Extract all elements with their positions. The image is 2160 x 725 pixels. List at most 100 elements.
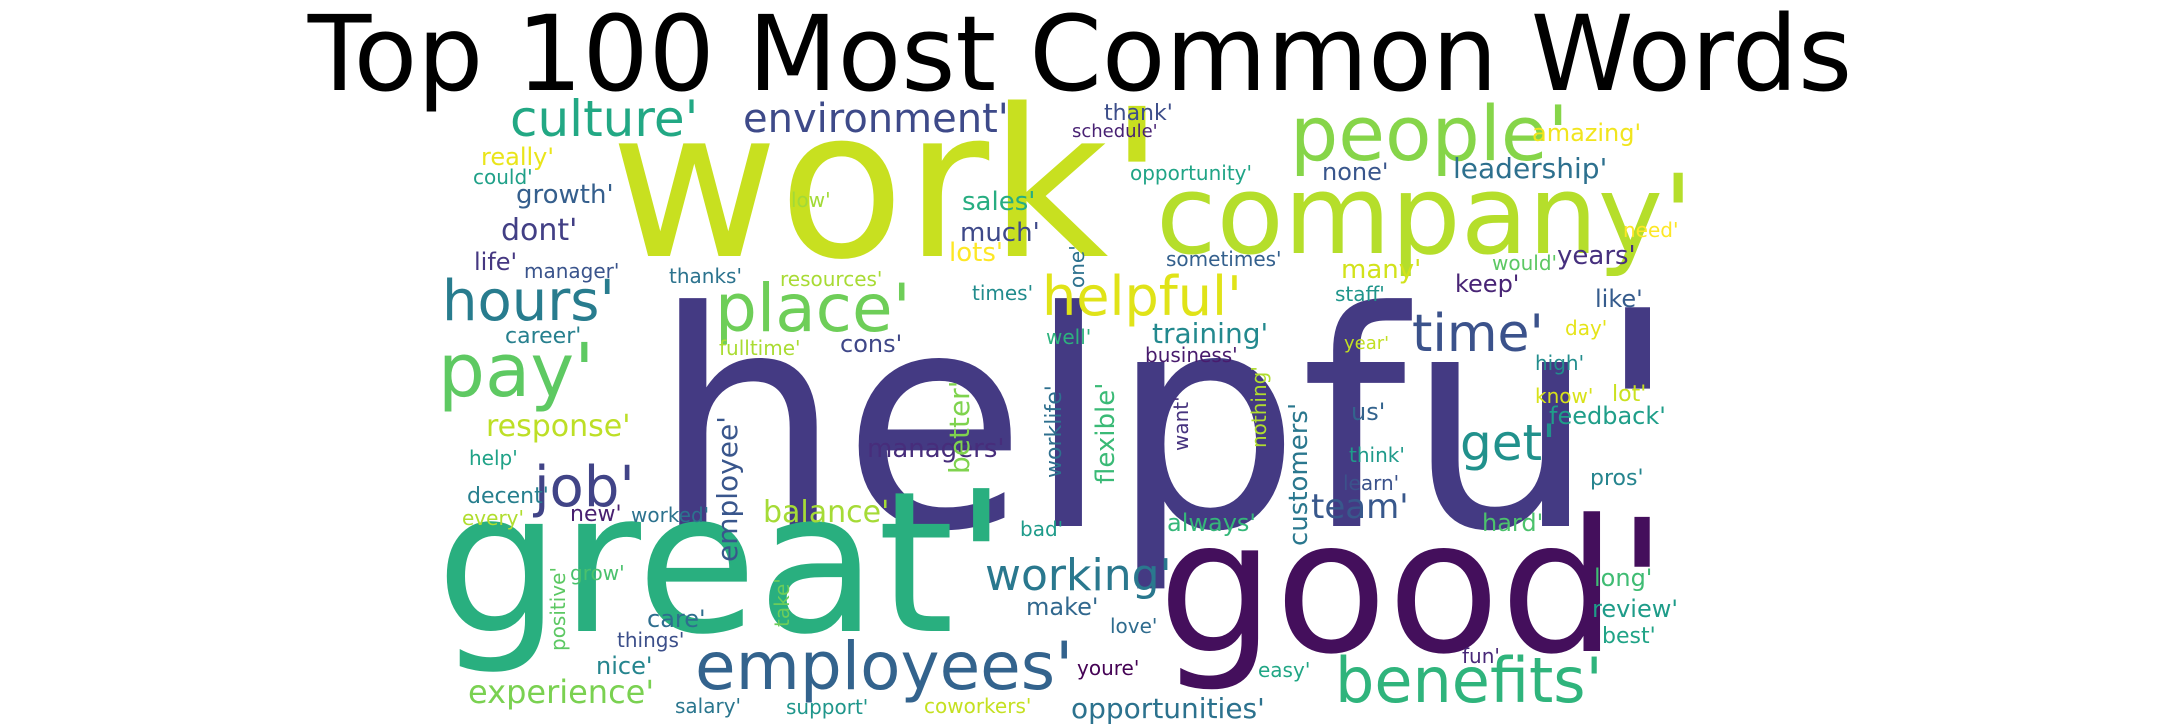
word-fun: fun' (1462, 644, 1500, 668)
word-much: much' (960, 218, 1040, 248)
word-care: care' (647, 605, 706, 633)
word-career: career' (505, 324, 582, 349)
word-know: know' (1535, 384, 1594, 408)
word-culture: culture' (510, 90, 699, 148)
word-need: need' (1623, 218, 1679, 242)
word-sometimes: sometimes' (1166, 247, 1282, 271)
word-times: times' (972, 281, 1034, 305)
word-good: good' (1158, 481, 1668, 695)
word-us: us' (1351, 398, 1386, 426)
word-staff: staff' (1335, 282, 1385, 306)
word-every: every' (462, 506, 525, 530)
word-take: take' (770, 578, 794, 627)
word-pros: pros' (1590, 466, 1644, 491)
word-thanks: thanks' (669, 264, 742, 288)
word-cloud: helpfu' work' great' good' company' people' be… (436, 82, 1705, 725)
word-think: think' (1349, 443, 1405, 467)
word-thank: thank' (1104, 101, 1173, 126)
word-manager: manager' (524, 259, 620, 283)
word-review: review' (1592, 595, 1678, 623)
word-opportunities: opportunities' (1071, 692, 1265, 725)
word-love: love' (1110, 614, 1158, 638)
word-schedule: schedule' (1072, 121, 1158, 142)
word-great: great' (436, 450, 1009, 678)
word-pay: pay' (438, 328, 595, 414)
word-day: day' (1565, 316, 1608, 340)
word-lots: lots' (949, 238, 1004, 268)
word-things: things' (617, 628, 685, 652)
word-company: company' (1156, 151, 1694, 279)
word-coworkers: coworkers' (924, 694, 1032, 718)
word-team: team' (1311, 487, 1409, 527)
word-year: year' (1344, 333, 1390, 354)
word-long: long' (1594, 564, 1653, 592)
word-worked: worked' (631, 503, 710, 527)
word-experience: experience' (468, 673, 655, 711)
word-youre: youre' (1077, 656, 1140, 680)
word-people: people' (1290, 89, 1569, 178)
word-nice: nice' (596, 652, 653, 680)
word-bad: bad' (1020, 517, 1064, 541)
word-helpful: helpful' (1042, 265, 1242, 328)
word-worklife: worklife' (1042, 385, 1067, 478)
word-balance: balance' (763, 495, 890, 530)
word-managers: managers' (867, 434, 1005, 464)
word-amazing: amazing' (1532, 119, 1642, 147)
word-would: would' (1492, 251, 1558, 275)
word-want: want' (1169, 396, 1193, 451)
word-sales: sales' (962, 187, 1036, 217)
word-hours: hours' (442, 269, 615, 334)
word-help: help' (469, 446, 518, 470)
word-fulltime: fulltime' (719, 336, 801, 360)
word-dont: dont' (501, 213, 578, 248)
word-time: time' (1412, 304, 1544, 364)
word-like: like' (1595, 285, 1643, 313)
word-years: years' (1557, 241, 1636, 271)
word-helpfu: helpfu' (652, 248, 1679, 597)
word-training: training' (1152, 317, 1269, 350)
word-job: job' (534, 455, 635, 520)
figure-title: Top 100 Most Common Words (307, 0, 1853, 115)
word-new: new' (570, 502, 622, 527)
word-better: better' (943, 380, 976, 474)
word-easy: easy' (1258, 658, 1311, 682)
word-growth: growth' (516, 180, 614, 210)
word-one: one' (1065, 245, 1089, 288)
word-best: best' (1602, 624, 1656, 649)
word-place: place' (715, 270, 911, 347)
word-cons: cons' (840, 330, 903, 358)
word-customers: customers' (1284, 402, 1314, 546)
word-grow: grow' (570, 561, 625, 585)
word-business: business' (1145, 343, 1238, 367)
word-nothing: nothing' (1247, 366, 1271, 448)
word-could: could' (473, 165, 533, 189)
word-make: make' (1026, 593, 1099, 621)
word-working: working' (985, 550, 1172, 601)
word-learn: learn' (1343, 471, 1400, 495)
word-none: none' (1322, 158, 1389, 186)
word-response: response' (486, 409, 631, 444)
word-opportunity: opportunity' (1130, 161, 1253, 185)
word-leadership: leadership' (1453, 152, 1608, 185)
word-benefits: benefits' (1335, 644, 1603, 717)
word-high: high' (1535, 351, 1585, 375)
word-environment: environment' (743, 96, 1009, 142)
word-decent: decent' (467, 484, 549, 509)
word-employees: employees' (695, 628, 1074, 705)
word-life: life' (474, 248, 518, 276)
word-work: work' (610, 65, 1166, 305)
word-feedback: feedback' (1549, 402, 1666, 430)
word-always: always' (1167, 509, 1257, 537)
word-salary: salary' (675, 694, 742, 718)
word-positive: positive' (546, 567, 570, 651)
word-keep: keep' (1455, 270, 1520, 298)
word-resources: resources' (780, 267, 883, 291)
word-support: support' (786, 695, 869, 719)
word-get: get' (1460, 414, 1556, 472)
word-hard: hard' (1482, 509, 1544, 537)
word-lot: lot' (1612, 382, 1647, 407)
word-really: really' (481, 143, 554, 171)
word-well: well' (1046, 325, 1092, 349)
word-low: low' (791, 188, 831, 212)
